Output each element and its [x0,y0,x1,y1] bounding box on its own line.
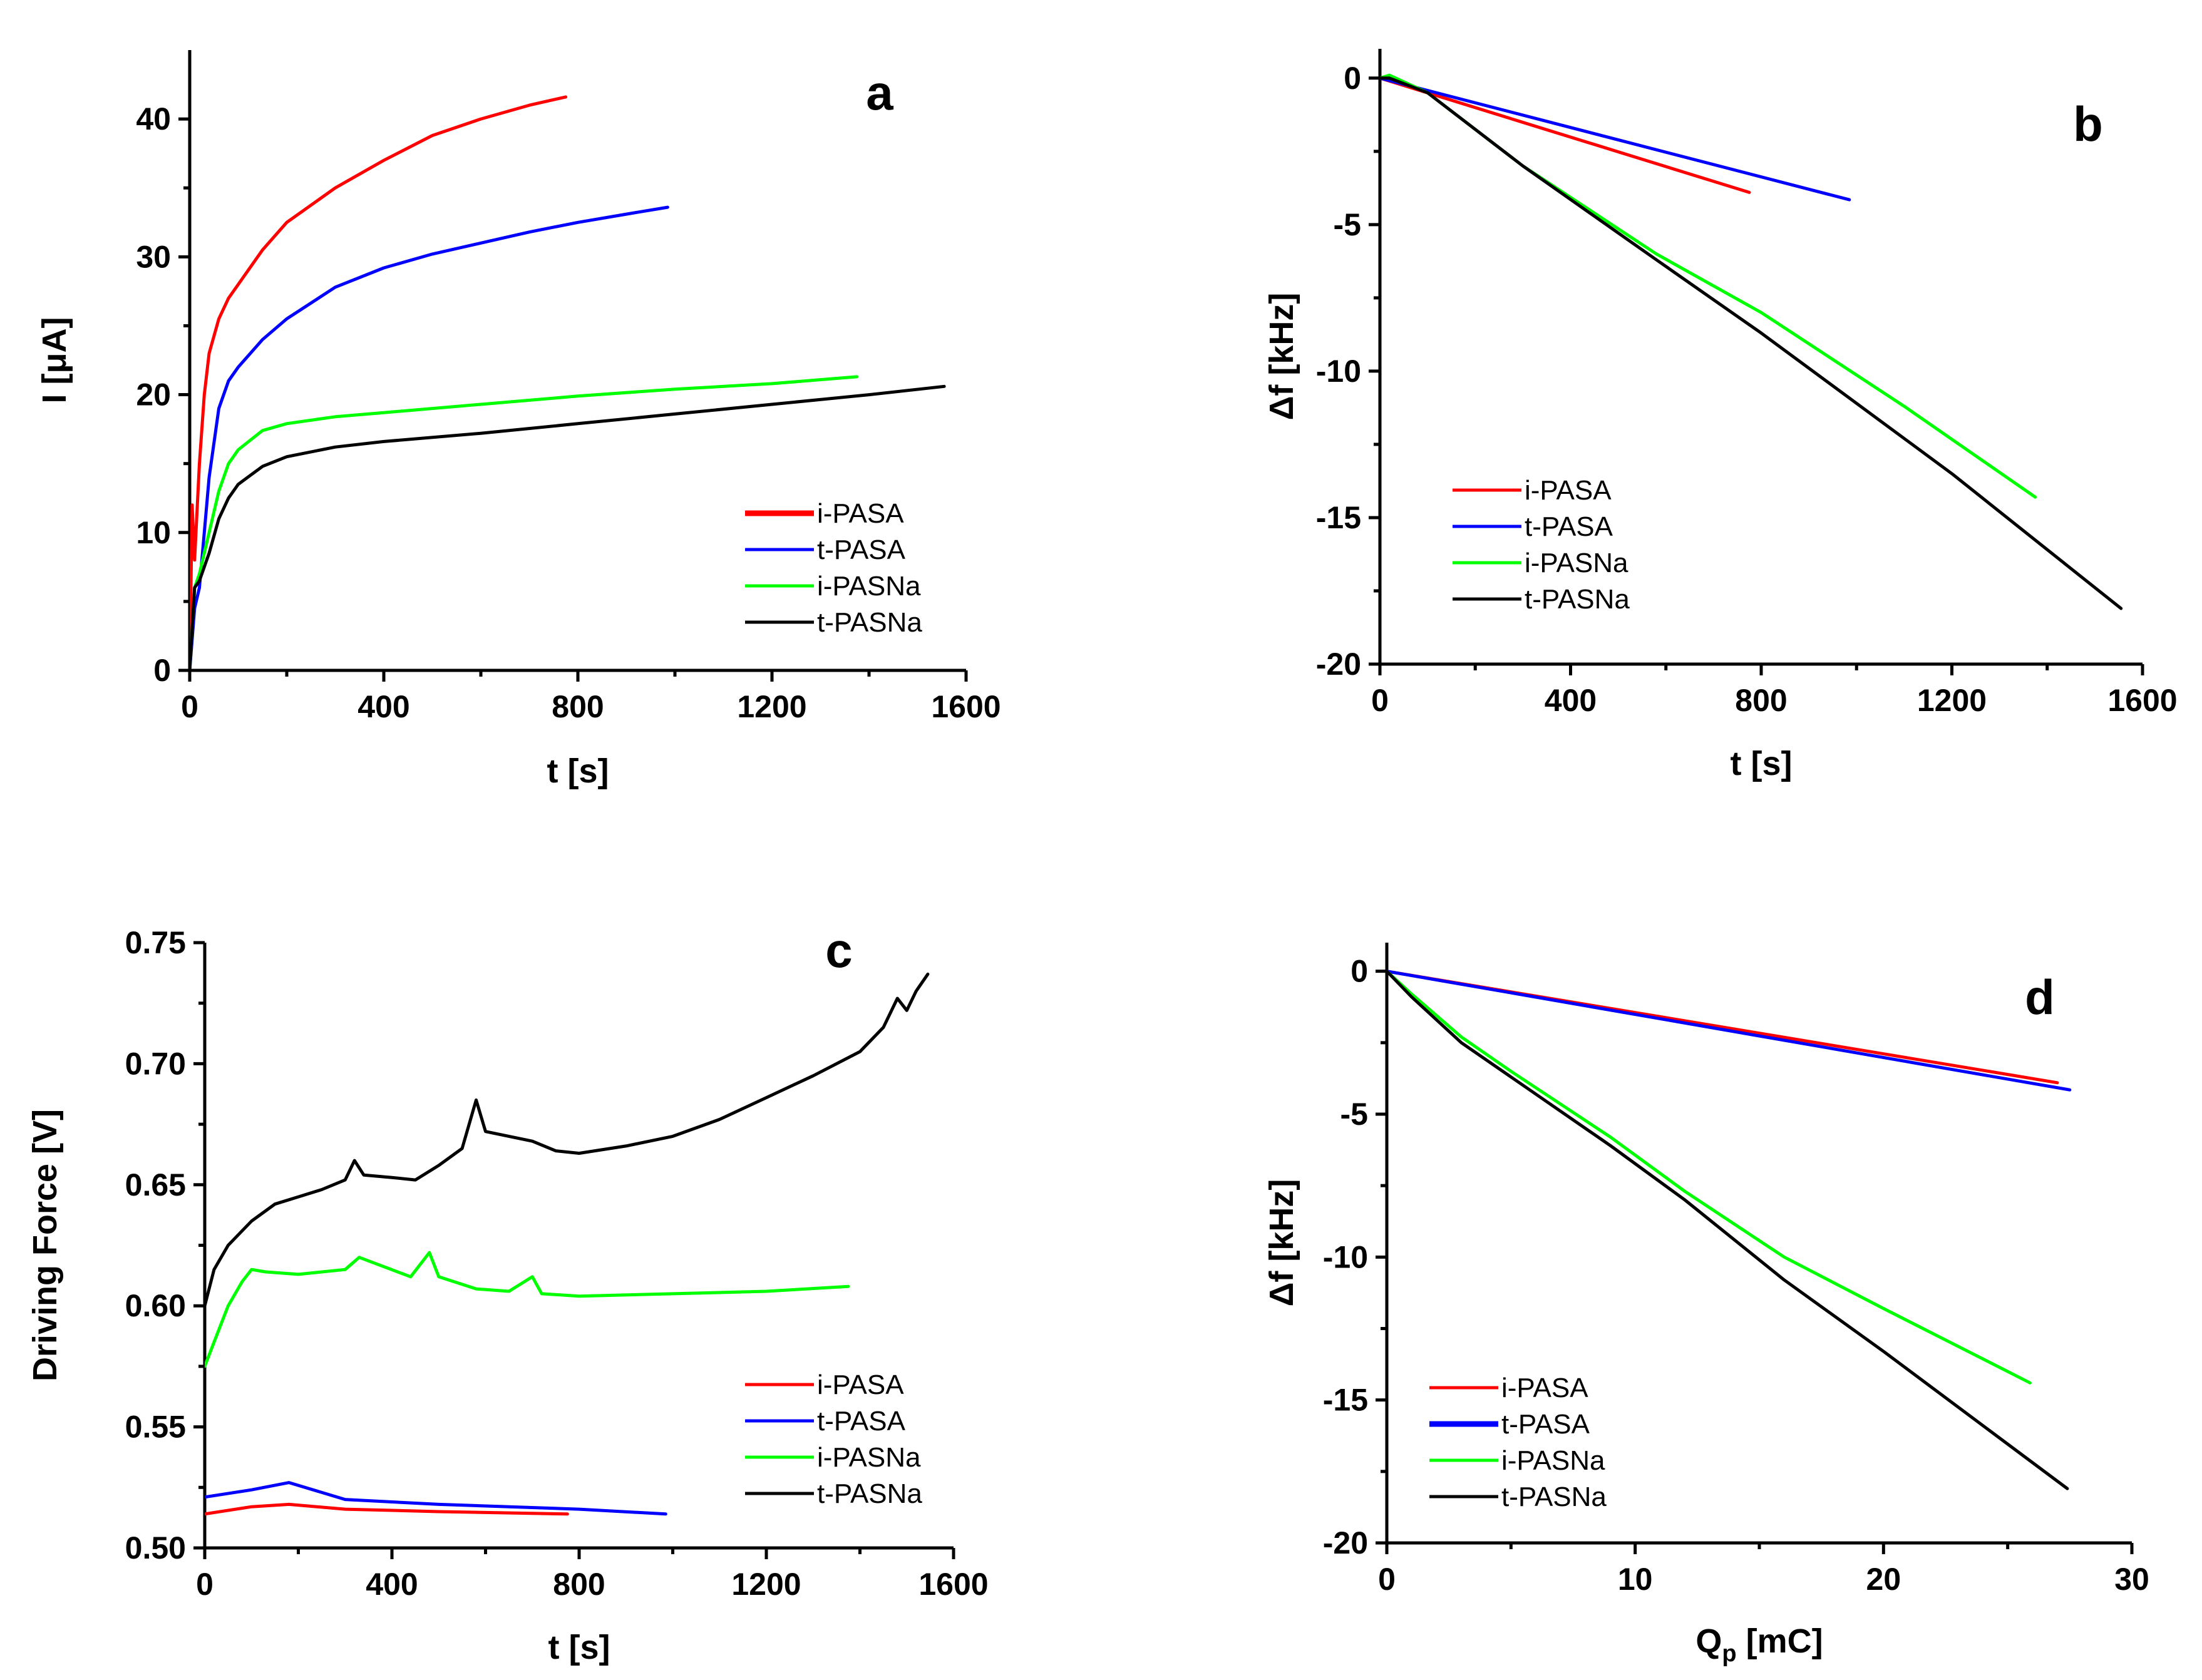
series-line-i-PASNa [1380,73,2037,499]
x-tick-label: 0 [181,689,198,724]
legend-label-t-PASNa: t-PASNa [1525,584,1630,615]
series-line-t-PASNa [1387,970,2069,1490]
panel-b: 0 400 800 1200 1600 0 -5 -10 -15 -20 t [s] Δf [kHz]… [1263,49,2178,782]
legend-label-t-PASNa: t-PASNa [817,1478,922,1509]
x-tick-label: 1200 [731,1567,801,1602]
series-line-t-PASNa [190,384,946,670]
x-tick-label: 1600 [918,1567,988,1602]
x-tick-label: 0 [1371,683,1389,718]
panel-d: 0 10 20 30 0 -5 -10 -15 -20 Qp [mC] Δf [kHz] d i-PAS… [1263,943,2149,1667]
legend-label-i-PASNa: i-PASNa [1525,548,1628,578]
x-axis-title: Qp [mC] [1695,1622,1823,1667]
x-tick-label: 800 [552,689,604,724]
x-tick-label: 400 [366,1567,418,1602]
y-tick-label: -20 [1316,647,1361,682]
y-tick-label: -5 [1334,207,1361,242]
y-tick-label: 0.65 [125,1167,186,1202]
legend-label-t-PASA: t-PASA [817,535,906,565]
y-tick-label: -10 [1323,1239,1368,1274]
panel-letter: a [866,65,893,120]
legend: i-PASA t-PASA i-PASNa t-PASNa [1429,1373,1607,1512]
series-line-i-PASNa [205,1251,850,1368]
x-tick-label: 20 [1866,1562,1901,1597]
y-tick-label: 0.75 [125,925,186,960]
y-tick-label: -10 [1316,354,1361,389]
legend-label-i-PASA: i-PASA [1501,1373,1588,1403]
y-axis-title: Δf [kHz] [1263,1179,1300,1307]
x-tick-label: 400 [358,689,409,724]
y-tick-label: 0 [153,653,171,688]
series-line-t-PASNa [205,972,930,1308]
x-tick-label: 30 [2114,1562,2149,1597]
series-line-i-PASNa [1387,970,2032,1385]
legend-label-t-PASA: t-PASA [817,1406,906,1437]
y-tick-label: 0 [1344,61,1361,96]
series-line-i-PASA [1380,76,1751,194]
panel-letter: c [825,923,852,978]
panel-letter: d [2025,970,2055,1025]
legend-label-i-PASNa: i-PASNa [817,571,921,602]
y-axis-title: Δf [kHz] [1263,293,1300,421]
y-tick-label: 0.70 [125,1046,186,1081]
legend-label-t-PASA: t-PASA [1501,1409,1590,1440]
series-line-t-PASA [1380,76,1851,202]
panel-c: 0 400 800 1200 1600 0.50 0.55 0.60 0.65 0.70 0.75 t… [26,923,989,1666]
y-tick-label: 0.50 [125,1530,186,1565]
x-axis-title: t [s] [548,1629,610,1666]
y-tick-label: 40 [136,101,171,136]
series-line-t-PASNa [1380,76,2123,610]
y-tick-label: -20 [1323,1525,1368,1560]
y-tick-label: -15 [1323,1383,1368,1418]
legend-label-i-PASNa: i-PASNa [1501,1445,1605,1476]
legend-label-t-PASNa: t-PASNa [817,607,922,638]
x-tick-label: 400 [1545,683,1597,718]
y-tick-label: 20 [136,377,171,412]
series-line-t-PASA [190,205,669,670]
x-tick-label: 800 [553,1567,605,1602]
series-line-i-PASA [205,1502,569,1516]
legend-label-t-PASA: t-PASA [1525,511,1613,542]
y-axis-title: Driving Force [V] [26,1109,64,1381]
y-tick-label: 0.60 [125,1288,186,1323]
y-tick-label: 10 [136,515,171,550]
legend-label-t-PASNa: t-PASNa [1501,1482,1607,1512]
y-tick-label: 0 [1351,954,1368,989]
x-tick-label: 1200 [737,689,806,724]
series-line-i-PASA [190,95,568,670]
y-tick-label: 0.55 [125,1410,186,1445]
panel-letter: b [2073,96,2103,151]
legend-label-i-PASA: i-PASA [1525,475,1612,506]
y-tick-label: -15 [1316,500,1361,535]
legend: i-PASA t-PASA i-PASNa t-PASNa [1453,475,1630,615]
x-tick-label: 10 [1618,1562,1653,1597]
legend: i-PASA t-PASA i-PASNa t-PASNa [745,1370,922,1509]
x-tick-label: 800 [1735,683,1787,718]
x-tick-label: 1600 [931,689,1001,724]
x-tick-label: 0 [196,1567,214,1602]
legend: i-PASA t-PASA i-PASNa t-PASNa [745,498,922,638]
legend-label-i-PASA: i-PASA [817,498,904,529]
x-tick-label: 1600 [2107,683,2177,718]
series-line-t-PASA [205,1481,667,1516]
x-tick-label: 0 [1378,1562,1396,1597]
x-axis-title: t [s] [1731,745,1793,782]
series-line-i-PASNa [190,375,859,670]
panel-a: 0 400 800 1200 1600 0 10 20 30 40 t [s] I [μA] a i-PA… [36,50,1001,790]
legend-label-i-PASA: i-PASA [817,1370,904,1400]
series-line-t-PASA [1387,970,2072,1092]
y-tick-label: -5 [1340,1097,1368,1132]
y-tick-label: 30 [136,239,171,274]
x-axis-title: t [s] [547,752,609,790]
y-axis-title: I [μA] [36,317,73,403]
x-tick-label: 1200 [1917,683,1987,718]
legend-label-i-PASNa: i-PASNa [817,1442,921,1473]
